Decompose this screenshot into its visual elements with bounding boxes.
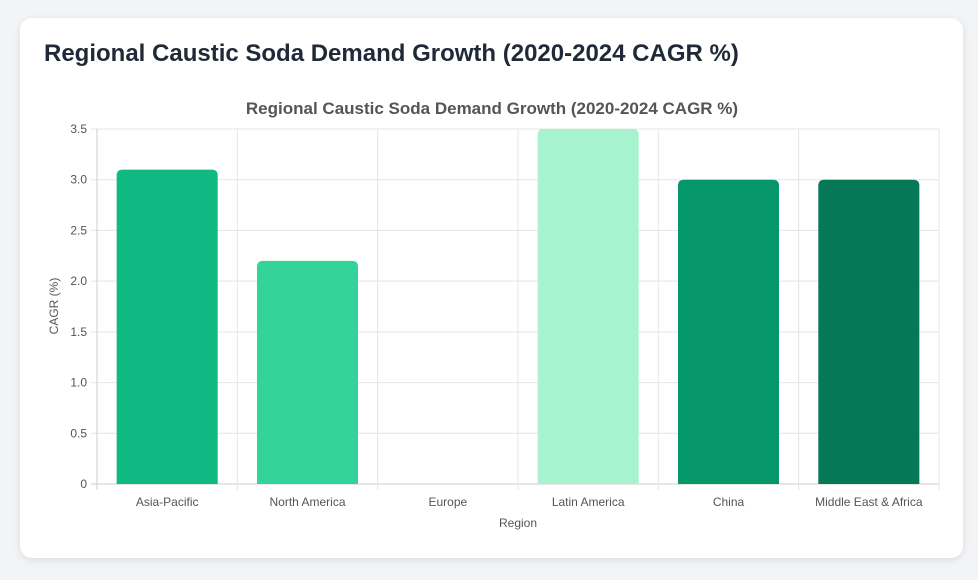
chart-title: Regional Caustic Soda Demand Growth (202…: [246, 99, 738, 118]
x-tick-label: Europe: [428, 495, 467, 509]
y-tick-label: 0.5: [70, 426, 87, 440]
card-heading: Regional Caustic Soda Demand Growth (202…: [44, 40, 739, 67]
y-tick-label: 0: [80, 477, 87, 491]
x-tick-label: North America: [269, 495, 345, 509]
chart-card: Regional Caustic Soda Demand Growth (202…: [20, 18, 963, 558]
tick-layer: 0 0.5 1.0 1.5 2.0 2.5 3.0 3.5 Asia-Pacific North …: [70, 122, 923, 509]
x-tick-label: China: [713, 495, 745, 509]
x-tick-label: Asia-Pacific: [136, 495, 199, 509]
y-tick-label: 1.5: [70, 325, 87, 339]
bar[interactable]: [818, 179, 920, 484]
grid-layer: [91, 128, 940, 490]
bar[interactable]: [537, 129, 639, 484]
bar[interactable]: [116, 169, 218, 485]
bar-chart: Regional Caustic Soda Demand Growth (202…: [47, 99, 940, 530]
y-tick-label: 2.5: [70, 223, 87, 237]
y-tick-label: 3.0: [70, 173, 87, 187]
bar[interactable]: [256, 260, 359, 484]
y-tick-label: 1.0: [70, 376, 87, 390]
y-tick-label: 2.0: [70, 274, 87, 288]
y-tick-label: 3.5: [70, 122, 87, 136]
x-tick-label: Latin America: [552, 495, 625, 509]
y-axis-label: CAGR (%): [47, 278, 61, 335]
x-tick-label: Middle East & Africa: [815, 495, 923, 509]
bar-layer: [116, 129, 920, 485]
bar[interactable]: [677, 179, 780, 484]
x-axis-label: Region: [499, 516, 537, 530]
